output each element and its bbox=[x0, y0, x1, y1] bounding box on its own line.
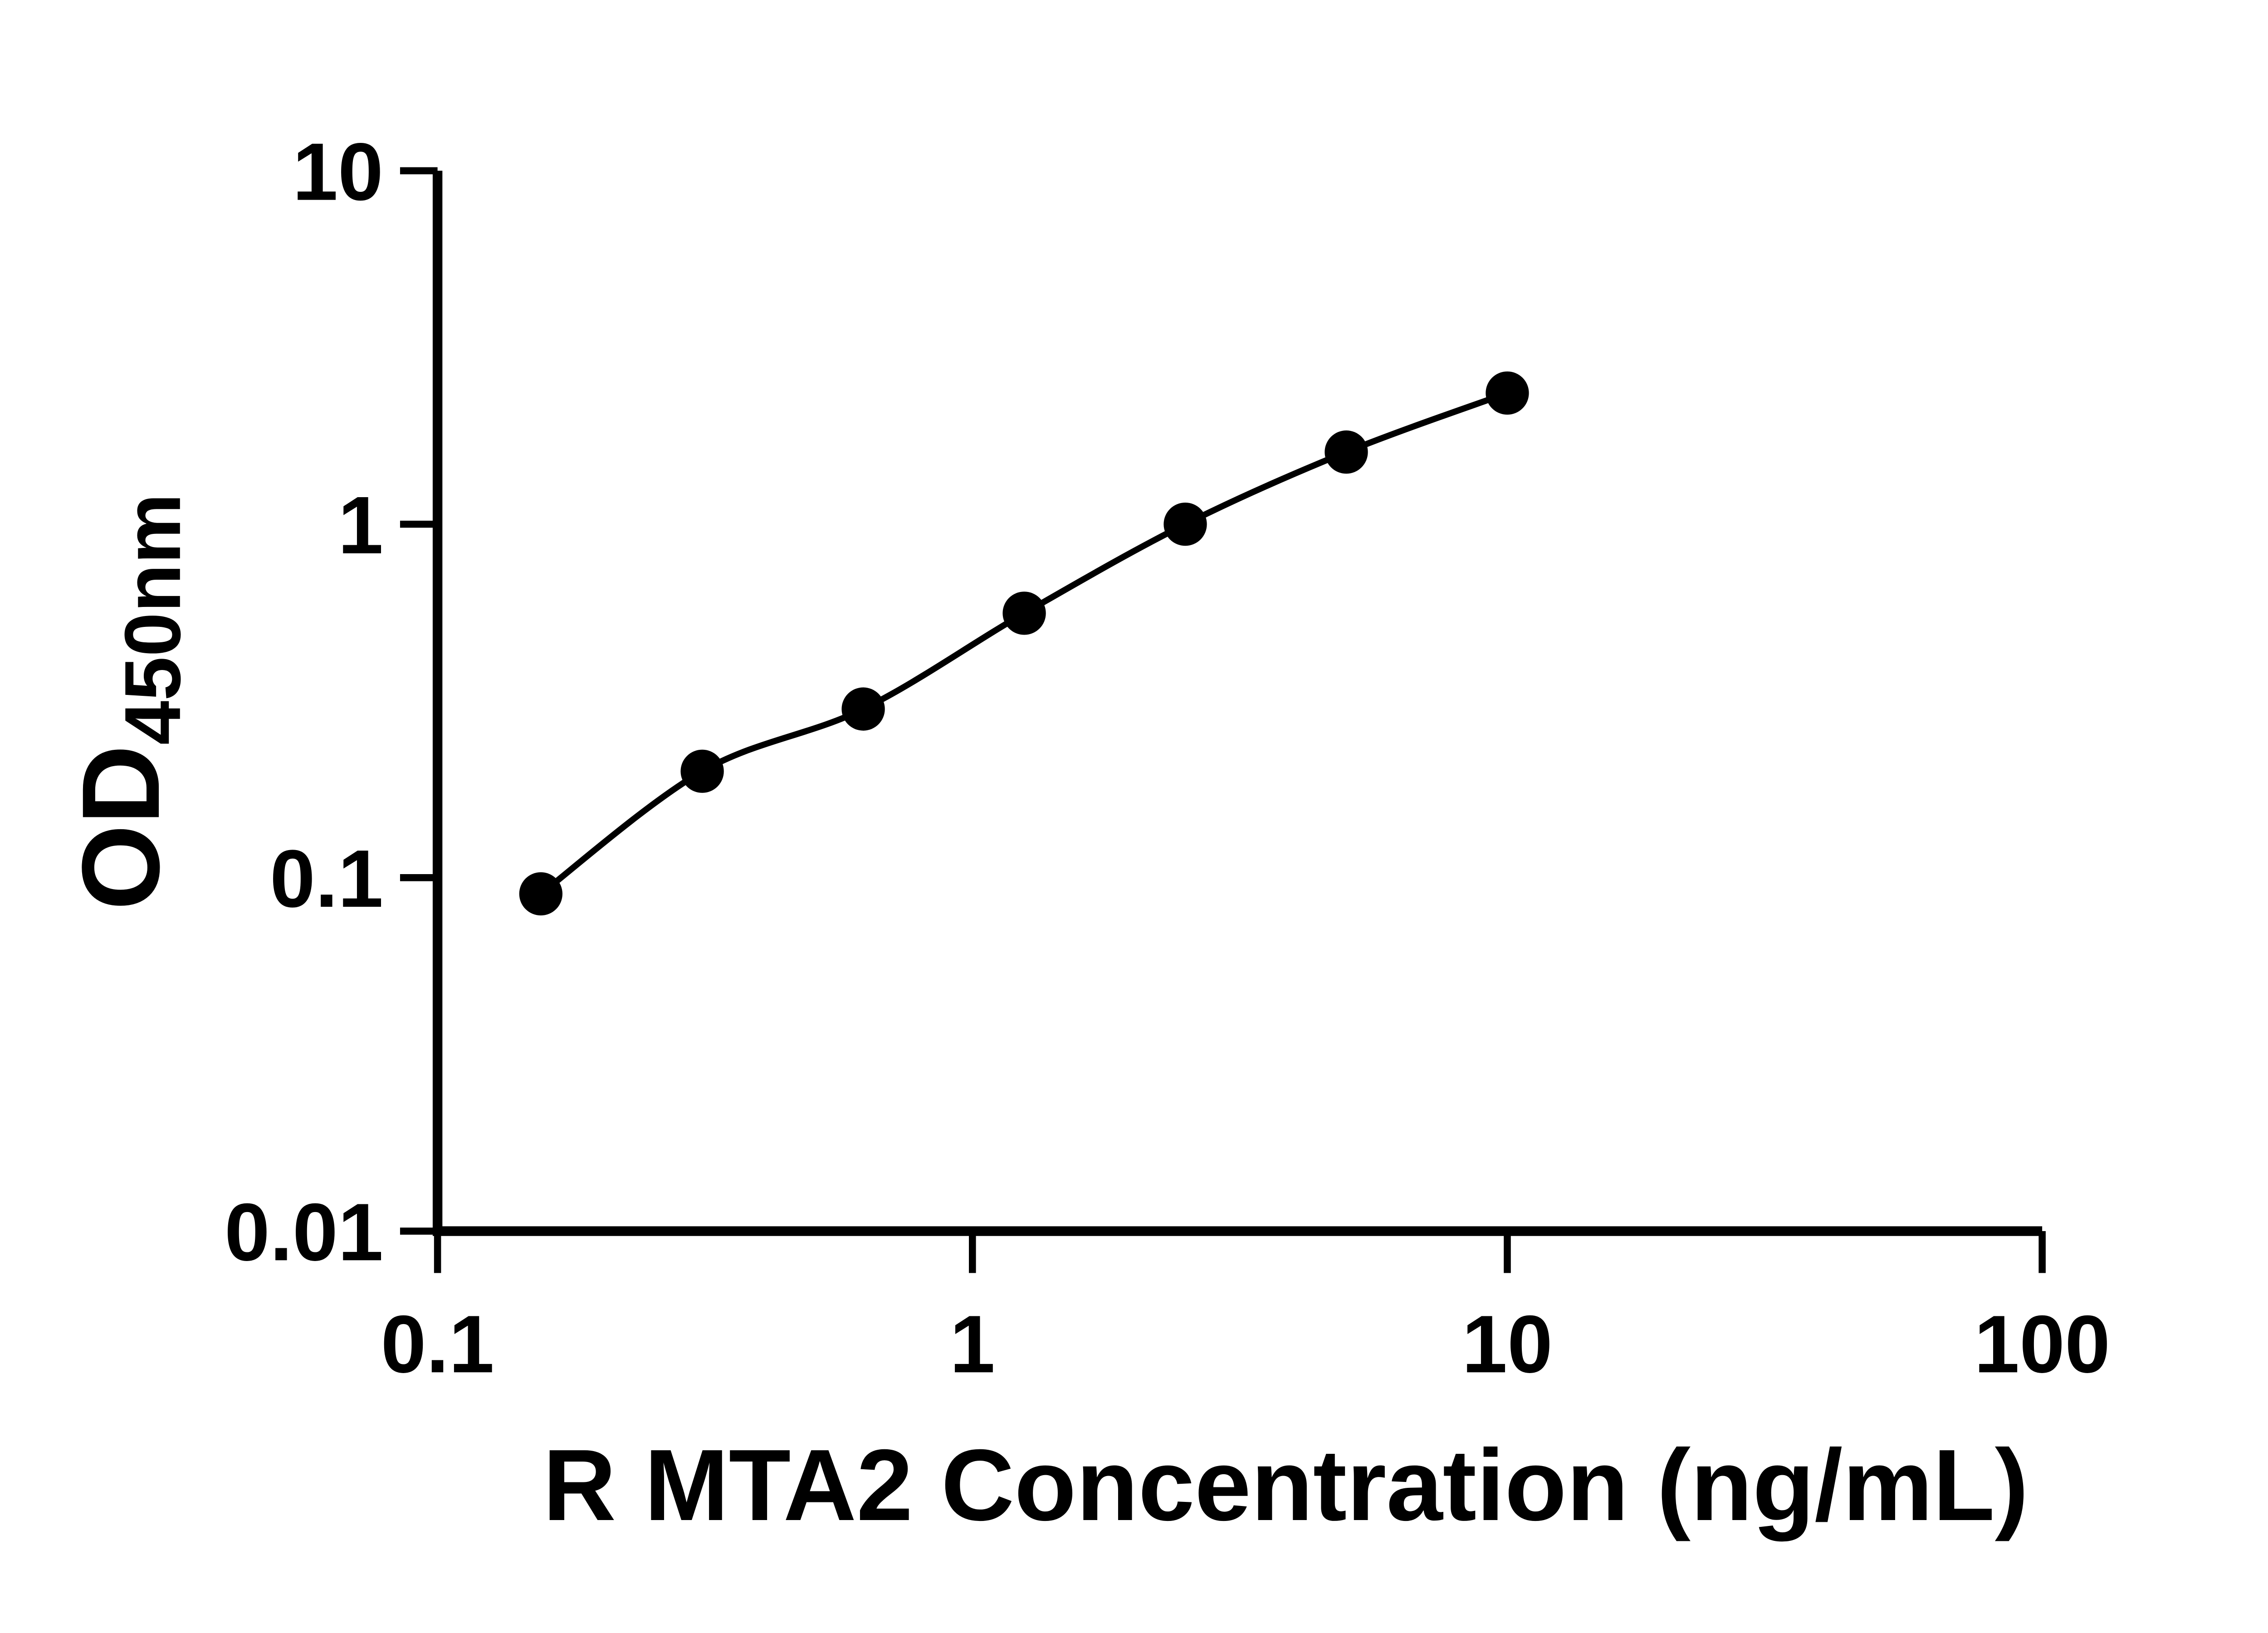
data-point bbox=[1002, 592, 1046, 635]
y-axis-ticks bbox=[400, 167, 438, 1235]
fit-curve bbox=[538, 390, 1510, 897]
data-point bbox=[1325, 430, 1368, 474]
x-tick-label: 10 bbox=[1462, 1299, 1553, 1390]
y-axis-tick-labels: 10 1 0.1 0.01 bbox=[225, 127, 383, 1278]
y-tick-label: 10 bbox=[293, 127, 383, 218]
data-point bbox=[1486, 371, 1529, 415]
plot-area: 0.1 1 10 100 10 1 0.1 0.01 bbox=[225, 127, 2110, 1390]
data-point bbox=[680, 749, 724, 793]
y-axis-title-subscript: 450nm bbox=[109, 494, 197, 745]
x-axis-tick-labels: 0.1 1 10 100 bbox=[381, 1299, 2111, 1390]
x-tick-label: 1 bbox=[950, 1299, 995, 1390]
data-point bbox=[841, 687, 885, 731]
y-tick-label: 0.1 bbox=[270, 833, 383, 924]
y-tick-label: 0.01 bbox=[225, 1187, 383, 1278]
data-point bbox=[1163, 502, 1207, 546]
y-axis-title-main: OD bbox=[59, 745, 182, 910]
data-point bbox=[519, 872, 562, 916]
axes-frame bbox=[432, 171, 2043, 1236]
y-tick-label: 1 bbox=[338, 480, 383, 571]
fit-curve-path bbox=[538, 390, 1510, 897]
x-axis-ticks bbox=[434, 1231, 2046, 1273]
x-tick-label: 100 bbox=[1974, 1299, 2110, 1390]
x-tick-label: 0.1 bbox=[381, 1299, 494, 1390]
x-axis-title: R MTA2 Concentration (ng/mL) bbox=[543, 1429, 2028, 1542]
y-axis-title: OD450nm bbox=[59, 494, 197, 910]
data-points bbox=[519, 371, 1529, 916]
